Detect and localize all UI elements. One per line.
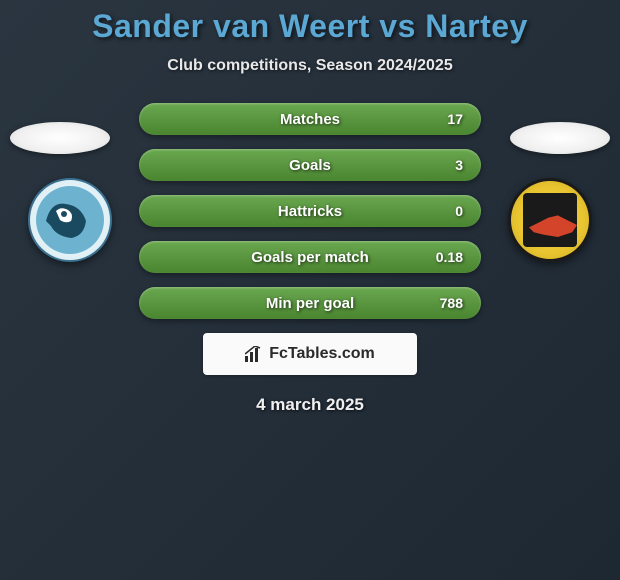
- stat-label: Hattricks: [278, 203, 342, 220]
- stat-row: Goals 3: [0, 149, 620, 181]
- stat-row: Goals per match 0.18: [0, 241, 620, 273]
- stat-label: Goals per match: [251, 249, 369, 266]
- bar-chart-icon: [245, 346, 263, 362]
- stat-value: 0.18: [436, 249, 463, 265]
- stat-value: 17: [447, 111, 463, 127]
- page-title: Sander van Weert vs Nartey: [0, 0, 620, 45]
- stat-label: Min per goal: [266, 295, 354, 312]
- fctables-label: FcTables.com: [269, 345, 375, 363]
- stat-value: 3: [455, 157, 463, 173]
- stat-bar-goals: Goals 3: [139, 149, 481, 181]
- stats-container: Matches 17 Goals 3 Hattricks 0 Goals per…: [0, 103, 620, 319]
- stat-bar-matches: Matches 17: [139, 103, 481, 135]
- stat-row: Hattricks 0: [0, 195, 620, 227]
- fctables-attribution[interactable]: FcTables.com: [203, 333, 417, 375]
- stat-value: 0: [455, 203, 463, 219]
- stat-label: Matches: [280, 111, 340, 128]
- stat-label: Goals: [289, 157, 331, 174]
- stat-bar-goals-per-match: Goals per match 0.18: [139, 241, 481, 273]
- stat-bar-min-per-goal: Min per goal 788: [139, 287, 481, 319]
- stat-bar-hattricks: Hattricks 0: [139, 195, 481, 227]
- subtitle: Club competitions, Season 2024/2025: [0, 57, 620, 75]
- date-text: 4 march 2025: [0, 395, 620, 415]
- stat-value: 788: [440, 295, 463, 311]
- stat-row: Min per goal 788: [0, 287, 620, 319]
- stat-row: Matches 17: [0, 103, 620, 135]
